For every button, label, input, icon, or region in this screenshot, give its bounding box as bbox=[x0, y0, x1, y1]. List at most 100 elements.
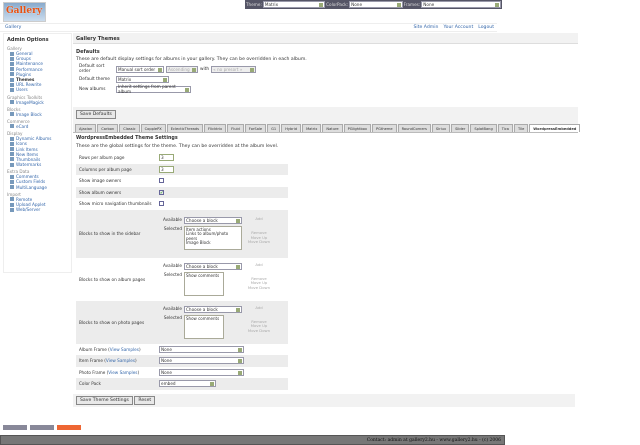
sidebar-move-up-button[interactable]: Move Up bbox=[250, 234, 268, 240]
photo-available-select[interactable]: Choose a block bbox=[184, 305, 242, 313]
album-selected-list[interactable]: Show comments bbox=[184, 271, 224, 296]
tab-pgtheme[interactable]: PGtheme bbox=[372, 124, 397, 132]
sidebar-item-plugins[interactable]: Plugins bbox=[7, 72, 68, 77]
album-add-button[interactable]: Add bbox=[255, 261, 263, 267]
badge-2[interactable] bbox=[30, 425, 54, 430]
sidebar-item-groups[interactable]: Groups bbox=[7, 56, 68, 61]
sidebar-add-button[interactable]: Add bbox=[255, 216, 263, 221]
tab-wordpressembedded[interactable]: WordpressEmbedded bbox=[529, 124, 581, 132]
sidebar-item-users[interactable]: Users bbox=[7, 87, 68, 92]
photo-selected-list[interactable]: Show comments bbox=[184, 314, 224, 339]
tab-flicktrix[interactable]: Flicktrix bbox=[204, 124, 227, 132]
dynamic-albums-icon bbox=[10, 136, 14, 141]
frames-select[interactable]: None bbox=[421, 1, 501, 8]
photo-move-up-button[interactable]: Move Up bbox=[250, 323, 268, 328]
tab-forsale[interactable]: ForSale bbox=[244, 124, 267, 132]
sidebar-item-general[interactable]: General bbox=[7, 51, 68, 56]
sidebar-move-down-button[interactable]: Move Down bbox=[247, 239, 271, 244]
sidebar-group-import: Import bbox=[7, 191, 21, 197]
photo-remove-button[interactable]: Remove bbox=[251, 318, 267, 324]
photo-move-down-button[interactable]: Move Down bbox=[247, 327, 271, 333]
site-admin-link[interactable]: Site Admin bbox=[413, 25, 439, 30]
badge-3[interactable] bbox=[57, 425, 81, 430]
sidebar-item-link-items[interactable]: Link Items bbox=[7, 146, 68, 152]
sidebar-remove-button[interactable]: Remove bbox=[251, 230, 267, 235]
logout-link[interactable]: Logout bbox=[478, 25, 494, 30]
sidebar-item-themes[interactable]: Themes bbox=[7, 77, 68, 82]
photo-frame-select[interactable]: None bbox=[159, 368, 244, 376]
sidebar-item-web-server[interactable]: Web/Server bbox=[7, 207, 68, 212]
sidebar-item-thumbnails[interactable]: Thumbnails bbox=[7, 157, 68, 162]
tab-classic[interactable]: Classic bbox=[119, 124, 140, 132]
theme-label: Theme: bbox=[246, 2, 262, 7]
tab-copplepx[interactable]: CopplePX bbox=[140, 124, 166, 132]
save-theme-settings-button[interactable]: Save Theme Settings bbox=[76, 395, 133, 405]
micro-nav-checkbox[interactable] bbox=[159, 200, 164, 206]
photo-frame-samples-link[interactable]: View Samples bbox=[108, 369, 138, 375]
badge-1[interactable] bbox=[3, 425, 27, 430]
tab-ajaxian[interactable]: Ajaxian bbox=[75, 124, 97, 132]
album-owners-checkbox[interactable]: ✔ bbox=[159, 189, 164, 195]
tab-tica[interactable]: Tica bbox=[497, 124, 513, 132]
sidebar-item-upload-applet[interactable]: Upload Applet bbox=[7, 202, 68, 207]
gallery-logo[interactable]: Gallery bbox=[3, 2, 46, 22]
sidebar-item-imagemagick[interactable]: ImageMagick bbox=[7, 100, 68, 105]
sidebar-item-maintenance[interactable]: Maintenance bbox=[7, 61, 68, 66]
tab-roundcorners[interactable]: RoundCorners bbox=[397, 124, 431, 132]
item-frame-samples-link[interactable]: View Samples bbox=[105, 358, 136, 364]
tab-g1[interactable]: G1 bbox=[267, 124, 281, 132]
tab-splatbang[interactable]: SplatBang bbox=[470, 124, 497, 132]
sidebar-item-custom-fields[interactable]: Custom Fields bbox=[7, 179, 68, 184]
tab-fluid[interactable]: Fluid bbox=[227, 124, 244, 132]
sort-direction-select[interactable]: Ascending bbox=[166, 65, 198, 73]
theme-select[interactable]: Matrix bbox=[262, 1, 326, 8]
tab-eclecticthreads[interactable]: EclecticThreads bbox=[166, 124, 204, 132]
sidebar-item-ecard[interactable]: eCard bbox=[7, 124, 68, 129]
album-frame-samples-link[interactable]: View Samples bbox=[109, 346, 139, 352]
album-remove-button[interactable]: Remove bbox=[251, 275, 267, 281]
sidebar-item-comments[interactable]: Comments bbox=[7, 174, 68, 179]
image-owners-checkbox[interactable] bbox=[159, 177, 164, 183]
album-move-up-button[interactable]: Move Up bbox=[250, 280, 268, 285]
sidebar-item-url-rewrite[interactable]: URL Rewrite bbox=[7, 82, 68, 87]
available-label: Available bbox=[163, 217, 182, 222]
color-pack-select[interactable]: embed bbox=[159, 380, 216, 388]
sidebar-item-dynamic-albums[interactable]: Dynamic Albums bbox=[7, 136, 68, 141]
item-frame-select[interactable]: None bbox=[159, 357, 244, 365]
album-move-down-button[interactable]: Move Down bbox=[247, 284, 271, 290]
tab-tile[interactable]: Tile bbox=[514, 124, 529, 132]
cols-input[interactable]: 3 bbox=[159, 165, 174, 173]
tab-slider[interactable]: Slider bbox=[451, 124, 470, 132]
sidebar-item-image-block[interactable]: Image Block bbox=[7, 112, 68, 117]
tab-hybrid[interactable]: Hybrid bbox=[281, 124, 302, 132]
sidebar-item-watermarks[interactable]: Watermarks bbox=[7, 162, 68, 167]
sidebar-item-icons[interactable]: Icons bbox=[7, 141, 68, 146]
sidebar-item-multilanguage[interactable]: MultiLanguage bbox=[7, 185, 68, 190]
rows-input[interactable]: 3 bbox=[159, 154, 174, 162]
album-available-select[interactable]: Choose a block bbox=[184, 262, 242, 270]
your-account-link[interactable]: Your Account bbox=[443, 25, 474, 30]
album-blocks-label: Blocks to show on album pages bbox=[79, 276, 146, 282]
sort-order-select[interactable]: Manual sort order bbox=[116, 65, 164, 73]
new-albums-select[interactable]: Inherit settings from parent album bbox=[116, 84, 191, 94]
reset-button[interactable]: Reset bbox=[134, 395, 156, 405]
tab-carbon[interactable]: Carbon bbox=[97, 124, 119, 132]
sidebar-item-label: Performance bbox=[16, 66, 43, 72]
ecard-icon bbox=[10, 124, 14, 129]
sidebar-selected-list[interactable]: Item actions Links to album/photo peers … bbox=[184, 226, 242, 250]
presort-select[interactable]: « no presort » bbox=[211, 65, 257, 73]
tab-matrix[interactable]: Matrix bbox=[302, 124, 322, 132]
sidebar-item-performance[interactable]: Performance bbox=[7, 67, 68, 72]
sidebar-available-select[interactable]: Choose a block bbox=[184, 217, 242, 224]
sidebar-item-remote[interactable]: Remote bbox=[7, 197, 68, 202]
tab-siriux[interactable]: Siriux bbox=[431, 124, 451, 132]
save-defaults-button[interactable]: Save Defaults bbox=[76, 110, 116, 119]
album-frame-select[interactable]: None bbox=[159, 345, 244, 353]
sidebar-item-new-items[interactable]: New Items bbox=[7, 152, 68, 157]
default-theme-select[interactable]: Matrix bbox=[116, 75, 169, 83]
breadcrumb-gallery[interactable]: Gallery bbox=[5, 25, 22, 30]
tab-pglightbox[interactable]: PGlightbox bbox=[343, 124, 371, 132]
photo-add-button[interactable]: Add bbox=[255, 304, 263, 310]
tab-nature[interactable]: Nature bbox=[322, 124, 343, 132]
colorpack-select[interactable]: None bbox=[349, 1, 403, 8]
